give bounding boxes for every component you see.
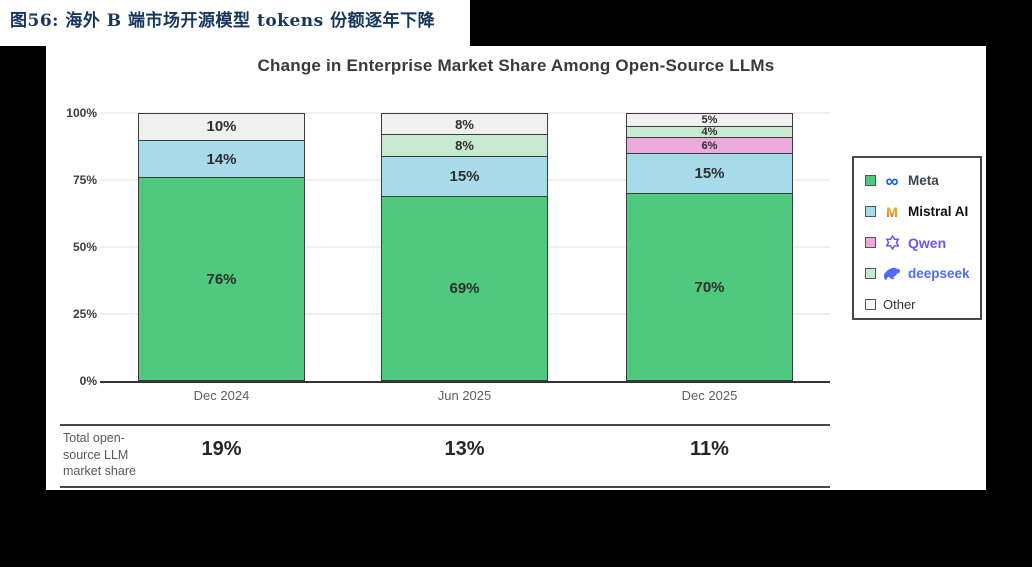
y-axis-tick-label: 75% <box>72 173 97 187</box>
bar-segment-deepseek: 4% <box>627 127 792 139</box>
deepseek-logo <box>883 267 900 280</box>
legend-label: Other <box>883 297 916 312</box>
qwen-logo <box>885 235 899 250</box>
chart-title: Change in Enterprise Market Share Among … <box>257 56 775 75</box>
legend-label: Qwen <box>908 234 947 251</box>
y-axis-tick-label: 50% <box>72 240 97 254</box>
legend-item-mistral-ai: M Mistral AI <box>854 196 980 227</box>
mistral-logo: M <box>886 203 898 220</box>
legend-item-deepseek: deepseek <box>854 258 980 289</box>
table-top-rule <box>60 424 830 426</box>
y-axis-tick-label: 25% <box>72 307 97 321</box>
legend-label: Meta <box>908 173 939 188</box>
y-axis-tick-label: 100% <box>66 106 97 120</box>
chart-figure: Change in Enterprise Market Share Among … <box>46 46 986 490</box>
legend-item-qwen: Qwen <box>854 227 980 258</box>
total-share-value: 11% <box>690 438 729 460</box>
x-axis-tick-label: Dec 2025 <box>681 388 738 403</box>
legend-label: Mistral AI <box>908 204 969 219</box>
bar-segment-mistral-ai: 15% <box>627 154 792 195</box>
meta-logo: ∞ <box>885 170 899 191</box>
totals-row-label: Total open-source LLM market share <box>63 430 136 480</box>
legend-item-other: Other <box>854 289 980 320</box>
totals-label-line: market share <box>63 464 136 478</box>
totals-label-line: Total open- <box>63 431 125 445</box>
stacked-bar-dec-2024: 10% 14% 76% <box>138 113 305 381</box>
meta-logo-wrap: ∞ <box>883 170 901 191</box>
total-share-value: 13% <box>444 438 485 460</box>
x-axis-tick-label: Dec 2024 <box>193 388 250 403</box>
legend-swatch <box>865 237 876 248</box>
bar-segment-qwen: 6% <box>627 138 792 155</box>
legend-item-meta: ∞ Meta <box>854 165 980 196</box>
x-axis-line <box>100 381 830 383</box>
x-axis-tick-label: Jun 2025 <box>437 388 492 403</box>
stacked-bar-dec-2025: 5% 4% 6% 15% 70% <box>626 113 793 381</box>
bar-segment-other: 5% <box>627 114 792 128</box>
bar-segment-mistral-ai: 15% <box>382 156 547 198</box>
bar-segment-meta: 69% <box>382 197 547 380</box>
legend-swatch <box>865 268 876 279</box>
y-axis-tick-label: 0% <box>79 374 97 388</box>
qwen-logo-wrap <box>883 235 901 250</box>
figure-caption-bar: 图56: 海外 B 端市场开源模型 tokens 份额逐年下降 <box>0 0 470 46</box>
legend-label: deepseek <box>908 266 970 281</box>
bar-segment-deepseek: 8% <box>382 135 547 157</box>
stacked-bar-jun-2025: 8% 8% 15% 69% <box>381 113 548 381</box>
bar-segment-other: 10% <box>139 114 304 141</box>
bar-segment-other: 8% <box>382 114 547 136</box>
table-bottom-rule <box>60 486 830 488</box>
legend-swatch <box>865 175 876 186</box>
figure-caption: 图56: 海外 B 端市场开源模型 tokens 份额逐年下降 <box>10 11 436 31</box>
mistral-logo-wrap: M <box>883 204 901 220</box>
bar-segment-mistral-ai: 14% <box>139 140 304 179</box>
totals-label-line: source LLM <box>63 447 129 462</box>
legend-swatch <box>865 206 876 217</box>
deepseek-logo-wrap <box>883 267 901 281</box>
total-share-value: 19% <box>201 438 242 460</box>
legend: ∞ Meta M Mistral AI Qwen deepseek Other <box>852 156 982 320</box>
bar-segment-meta: 76% <box>139 178 304 380</box>
legend-swatch <box>865 299 876 310</box>
bar-segment-meta: 70% <box>627 194 792 380</box>
